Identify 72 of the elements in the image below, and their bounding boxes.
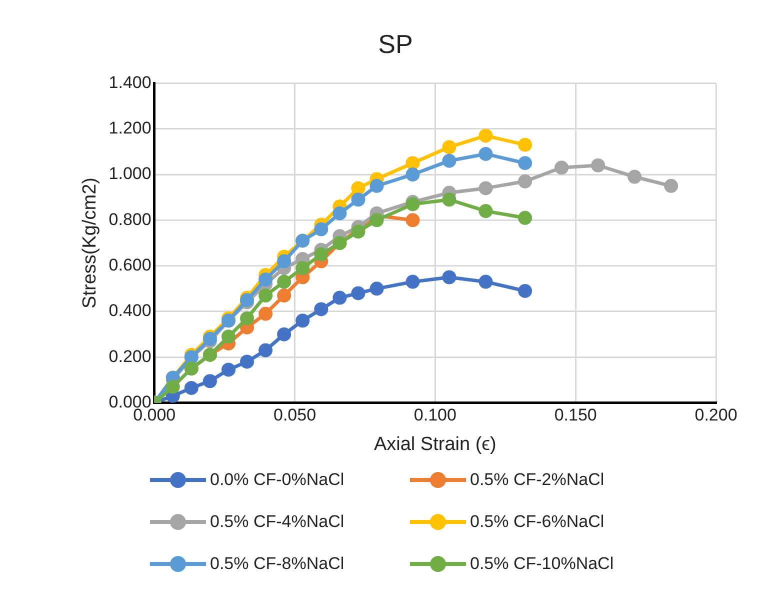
point [277,327,292,342]
point [591,158,606,172]
point [518,174,532,188]
point [442,270,456,284]
y-axis-title: Stress(Kg/cm2) [80,178,101,308]
point [406,168,420,182]
legend-label: 0.5% CF-10%NaCl [470,554,614,574]
point [442,192,456,207]
point [664,178,678,193]
point [351,224,366,239]
point [406,156,420,170]
legend-label: 0.5% CF-8%NaCl [210,554,344,574]
y-tick-label: 1.000 [108,164,152,184]
x-axis-title: Axial Strain (ϵ) [374,434,496,455]
point [406,213,420,228]
y-tick-label: 0.800 [108,210,152,229]
point [351,192,366,207]
x-tick-label: 0.050 [273,406,316,425]
point [240,354,254,369]
point [351,286,366,300]
point [370,213,384,228]
chart-title: SP [378,28,413,59]
point [184,380,198,395]
point [518,210,532,225]
point [296,314,310,328]
point [478,204,493,218]
point [478,181,493,196]
point [370,178,384,193]
legend-label: 0.5% CF-2%NaCl [470,470,604,490]
point [554,160,569,175]
point [628,170,642,184]
legend-label: 0.0% CF-0%NaCl [210,470,344,490]
y-tick-label: 0.200 [108,346,152,366]
point [296,261,310,276]
point [314,222,328,236]
point [314,302,328,316]
point [370,282,384,296]
point [518,284,532,298]
point [258,343,273,358]
point [277,288,292,303]
point [221,330,236,344]
point [258,288,273,303]
point [258,272,273,287]
point [277,254,292,268]
point [478,128,493,143]
point [221,362,236,377]
y-tick-label: 1.200 [108,118,152,138]
point [406,197,420,212]
x-tick-label: 0.200 [694,406,738,425]
point [406,274,420,289]
point [478,274,493,289]
point [518,138,532,152]
point [202,374,217,388]
point [258,306,273,321]
point [277,274,292,289]
y-tick-label: 0.400 [108,301,152,320]
point [478,146,493,161]
x-tick-label: 0.150 [554,406,597,425]
y-tick-label: 1.400 [108,72,152,92]
point [314,247,328,262]
point [166,380,180,394]
point [442,154,456,168]
point [351,181,366,196]
legend-label: 0.5% CF-4%NaCl [210,512,344,532]
point [240,311,254,326]
point [332,290,347,305]
point [518,156,532,170]
point [442,140,456,154]
y-tick-label: 0.600 [108,256,152,275]
legend-label: 0.5% CF-6%NaCl [470,512,604,532]
point [332,206,347,220]
x-tick-label: 0.100 [414,406,456,425]
